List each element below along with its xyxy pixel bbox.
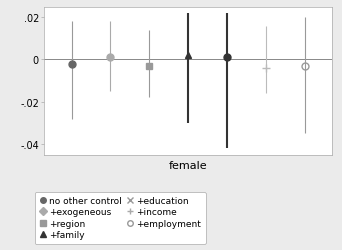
X-axis label: female: female	[169, 160, 207, 170]
Legend: no other control, +exogeneous, +region, +family, +education, +income, +employmen: no other control, +exogeneous, +region, …	[35, 192, 206, 244]
